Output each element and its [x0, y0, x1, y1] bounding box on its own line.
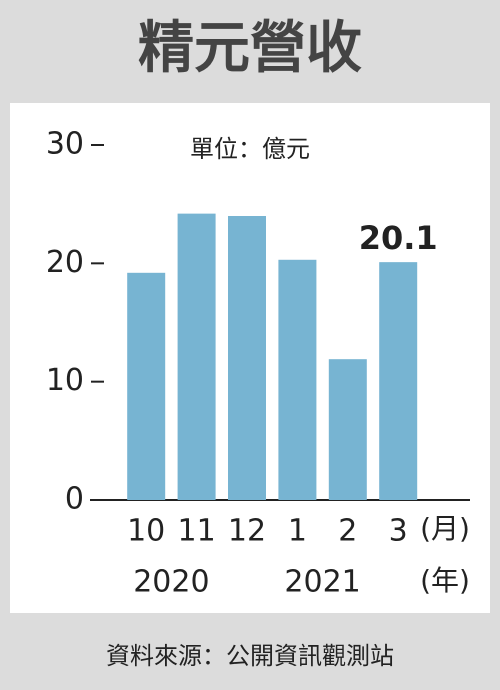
x-axis-label: (月) [420, 512, 470, 545]
bar [177, 213, 216, 500]
year-axis-label: (年) [420, 564, 470, 597]
x-tick-label: 10 [127, 514, 165, 549]
x-tick-label: 11 [178, 514, 216, 549]
y-tick-label: 20 [46, 245, 84, 280]
bar [278, 259, 317, 500]
unit-label: 單位：億元 [190, 135, 310, 163]
x-tick-label: 2 [338, 514, 357, 549]
y-tick-label: 30 [46, 127, 84, 162]
x-tick-label: 3 [389, 514, 408, 549]
y-tick-label: 0 [65, 482, 84, 517]
y-tick-label: 10 [46, 363, 84, 398]
bar [328, 359, 367, 500]
x-tick-label: 12 [228, 514, 266, 549]
source: 資料來源：公開資訊觀測站 [106, 642, 394, 670]
year-label: 2021 [284, 565, 360, 600]
bar [127, 272, 166, 500]
x-tick-label: 1 [288, 514, 307, 549]
value-label: 20.1 [359, 219, 438, 257]
chart-title: 精元營收 [138, 16, 362, 81]
year-label: 2020 [133, 565, 209, 600]
bar [379, 262, 418, 500]
bar [228, 216, 266, 500]
